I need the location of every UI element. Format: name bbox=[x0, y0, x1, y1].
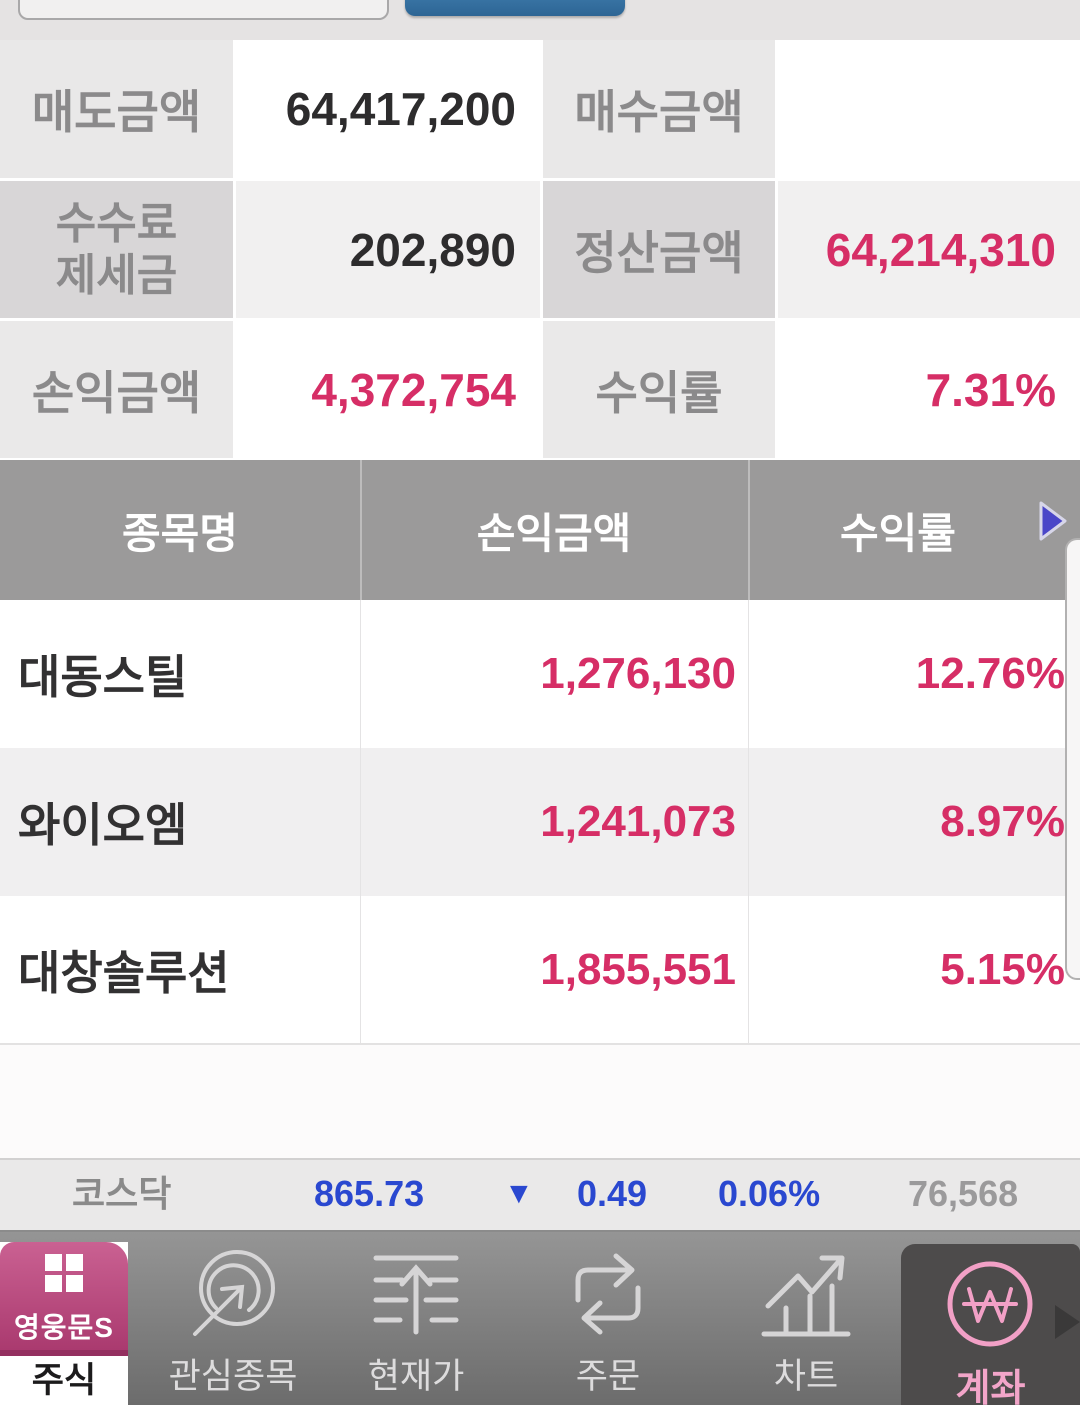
table-row[interactable]: 대창솔루션 1,855,551 5.15% bbox=[0, 896, 1080, 1043]
column-header-name[interactable]: 종목명 bbox=[122, 509, 238, 557]
expand-arrow-icon[interactable] bbox=[1055, 1305, 1080, 1339]
stock-rate: 12.76% bbox=[915, 649, 1065, 698]
index-ticker-bar[interactable]: 코스닥 865.73 ▼ 0.49 0.06% 76,568 bbox=[0, 1158, 1080, 1230]
account-input[interactable] bbox=[18, 0, 389, 20]
stock-pl: 1,855,551 bbox=[540, 944, 736, 994]
query-button[interactable] bbox=[405, 0, 625, 16]
buy-amount-label: 매수금액 bbox=[543, 40, 775, 178]
nav-label-stock: 주식 bbox=[31, 1361, 97, 1400]
stock-name: 와이오엠 bbox=[18, 799, 188, 851]
header-divider bbox=[360, 460, 362, 600]
pl-summary-table: 매도금액 64,417,200 매수금액 수수료 제세금 202,890 정산금… bbox=[0, 40, 1080, 458]
settlement-label: 정산금액 bbox=[543, 181, 775, 318]
stock-name: 대창솔루션 bbox=[18, 946, 230, 999]
column-header-pl[interactable]: 손익금액 bbox=[476, 509, 632, 557]
index-change: 0.49 bbox=[577, 1173, 648, 1214]
index-volume: 76,568 bbox=[908, 1173, 1019, 1214]
stock-name: 대동스틸 bbox=[18, 651, 188, 703]
table-row[interactable]: 대동스틸 1,276,130 12.76% bbox=[0, 600, 1080, 748]
app-logo-badge: 영웅문S bbox=[0, 1242, 128, 1356]
sell-amount-value: 64,417,200 bbox=[236, 40, 540, 178]
index-change-percent: 0.06% bbox=[718, 1173, 821, 1214]
nav-label-chart: 차트 bbox=[773, 1357, 839, 1396]
empty-area bbox=[0, 1043, 1080, 1158]
nav-label-price: 현재가 bbox=[367, 1357, 465, 1396]
return-rate-label: 수익률 bbox=[543, 321, 775, 458]
down-arrow-icon: ▼ bbox=[504, 1177, 534, 1210]
profit-loss-value: 4,372,754 bbox=[236, 321, 540, 458]
header-divider bbox=[748, 460, 750, 600]
column-divider bbox=[360, 600, 361, 1043]
stock-rate: 8.97% bbox=[940, 797, 1065, 846]
next-page-arrow-icon[interactable] bbox=[1038, 500, 1068, 542]
column-divider bbox=[748, 600, 749, 1043]
nav-label-account: 계좌 bbox=[955, 1368, 1026, 1405]
stock-pl: 1,276,130 bbox=[540, 649, 736, 698]
sell-amount-label: 매도금액 bbox=[0, 40, 233, 178]
return-rate-value: 7.31% bbox=[778, 321, 1080, 458]
settlement-value: 64,214,310 bbox=[778, 181, 1080, 318]
fee-label-line1: 수수료 bbox=[55, 198, 178, 248]
won-currency-icon bbox=[947, 1261, 1033, 1347]
order-icon bbox=[575, 1253, 641, 1335]
stock-rate: 5.15% bbox=[940, 944, 1065, 994]
current-price-icon bbox=[373, 1255, 459, 1335]
profit-loss-label: 손익금액 bbox=[0, 321, 233, 458]
table-row[interactable]: 와이오엠 1,241,073 8.97% bbox=[0, 748, 1080, 896]
nav-item-chart[interactable]: 차트 bbox=[721, 1232, 891, 1405]
stock-pl: 1,241,073 bbox=[540, 797, 736, 846]
bottom-nav-bar: 영웅문S 주식 관심종목 bbox=[0, 1230, 1080, 1405]
holdings-table-body: 대동스틸 1,276,130 12.76% 와이오엠 1,241,073 8.9… bbox=[0, 600, 1080, 1043]
watchlist-icon bbox=[193, 1250, 275, 1336]
nav-label-order: 주문 bbox=[575, 1357, 641, 1396]
top-toolbar bbox=[0, 0, 1080, 40]
fee-tax-value: 202,890 bbox=[236, 181, 540, 318]
scrollbar[interactable] bbox=[1065, 538, 1080, 980]
nav-label-watchlist: 관심종목 bbox=[168, 1357, 298, 1396]
buy-amount-value bbox=[778, 40, 1080, 178]
chart-icon bbox=[761, 1255, 851, 1337]
nav-item-account-active[interactable]: 계좌 bbox=[901, 1244, 1080, 1405]
index-name: 코스닥 bbox=[72, 1173, 172, 1214]
fee-tax-label: 수수료 제세금 bbox=[0, 181, 233, 318]
column-header-rate[interactable]: 수익률 bbox=[840, 509, 956, 557]
nav-item-order[interactable]: 주문 bbox=[523, 1232, 693, 1405]
grid-icon bbox=[45, 1254, 83, 1292]
nav-item-stock[interactable]: 영웅문S 주식 bbox=[0, 1242, 128, 1405]
holdings-table-header: 종목명 손익금액 수익률 bbox=[0, 460, 1080, 600]
fee-label-line2: 제세금 bbox=[55, 250, 178, 300]
nav-item-watchlist[interactable]: 관심종목 bbox=[148, 1232, 318, 1405]
app-logo-text: 영웅문S bbox=[14, 1312, 114, 1343]
index-value: 865.73 bbox=[314, 1173, 425, 1214]
nav-item-price[interactable]: 현재가 bbox=[331, 1232, 501, 1405]
